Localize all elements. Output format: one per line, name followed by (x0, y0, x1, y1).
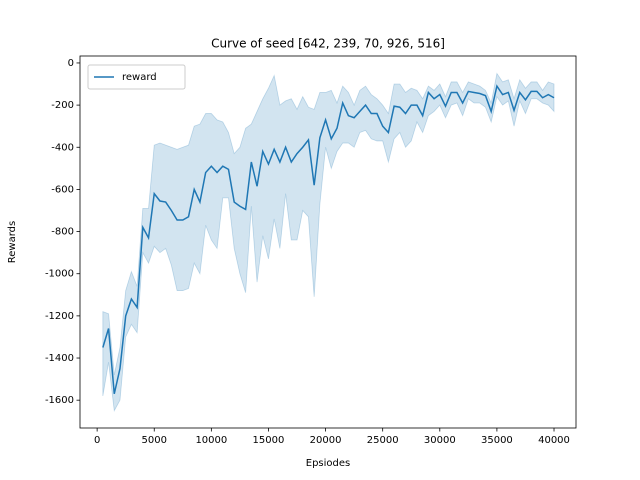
y-tick-label: -600 (51, 184, 74, 195)
x-tick-label: 10000 (195, 435, 227, 446)
confidence-band (102, 72, 555, 413)
x-axis-label: Epsiodes (306, 458, 350, 469)
y-tick-label: -1000 (45, 269, 74, 280)
x-tick-label: 25000 (367, 435, 399, 446)
chart-title: Curve of seed [642, 239, 70, 926, 516] (211, 37, 445, 51)
x-tick-label: 30000 (424, 435, 456, 446)
y-axis-label: Rewards (7, 221, 18, 263)
y-tick-label: -1200 (45, 311, 74, 322)
y-tick-label: -200 (51, 100, 74, 111)
plot-frame (79, 55, 577, 429)
x-tick-label: 0 (94, 435, 100, 446)
legend-box (87, 64, 186, 90)
y-tick-label: -800 (51, 227, 74, 238)
y-tick-label: -400 (51, 142, 74, 153)
x-tick-label: 5000 (142, 435, 167, 446)
y-tick-label: -1400 (45, 353, 74, 364)
y-tick-label: 0 (68, 58, 74, 69)
x-tick-label: 20000 (310, 435, 342, 446)
line (102, 84, 555, 395)
x-tick-label: 40000 (538, 435, 570, 446)
x-tick-label: 15000 (253, 435, 285, 446)
y-tick-label: -1600 (45, 395, 74, 406)
x-tick-label: 35000 (481, 435, 513, 446)
legend-label: reward (122, 72, 157, 83)
